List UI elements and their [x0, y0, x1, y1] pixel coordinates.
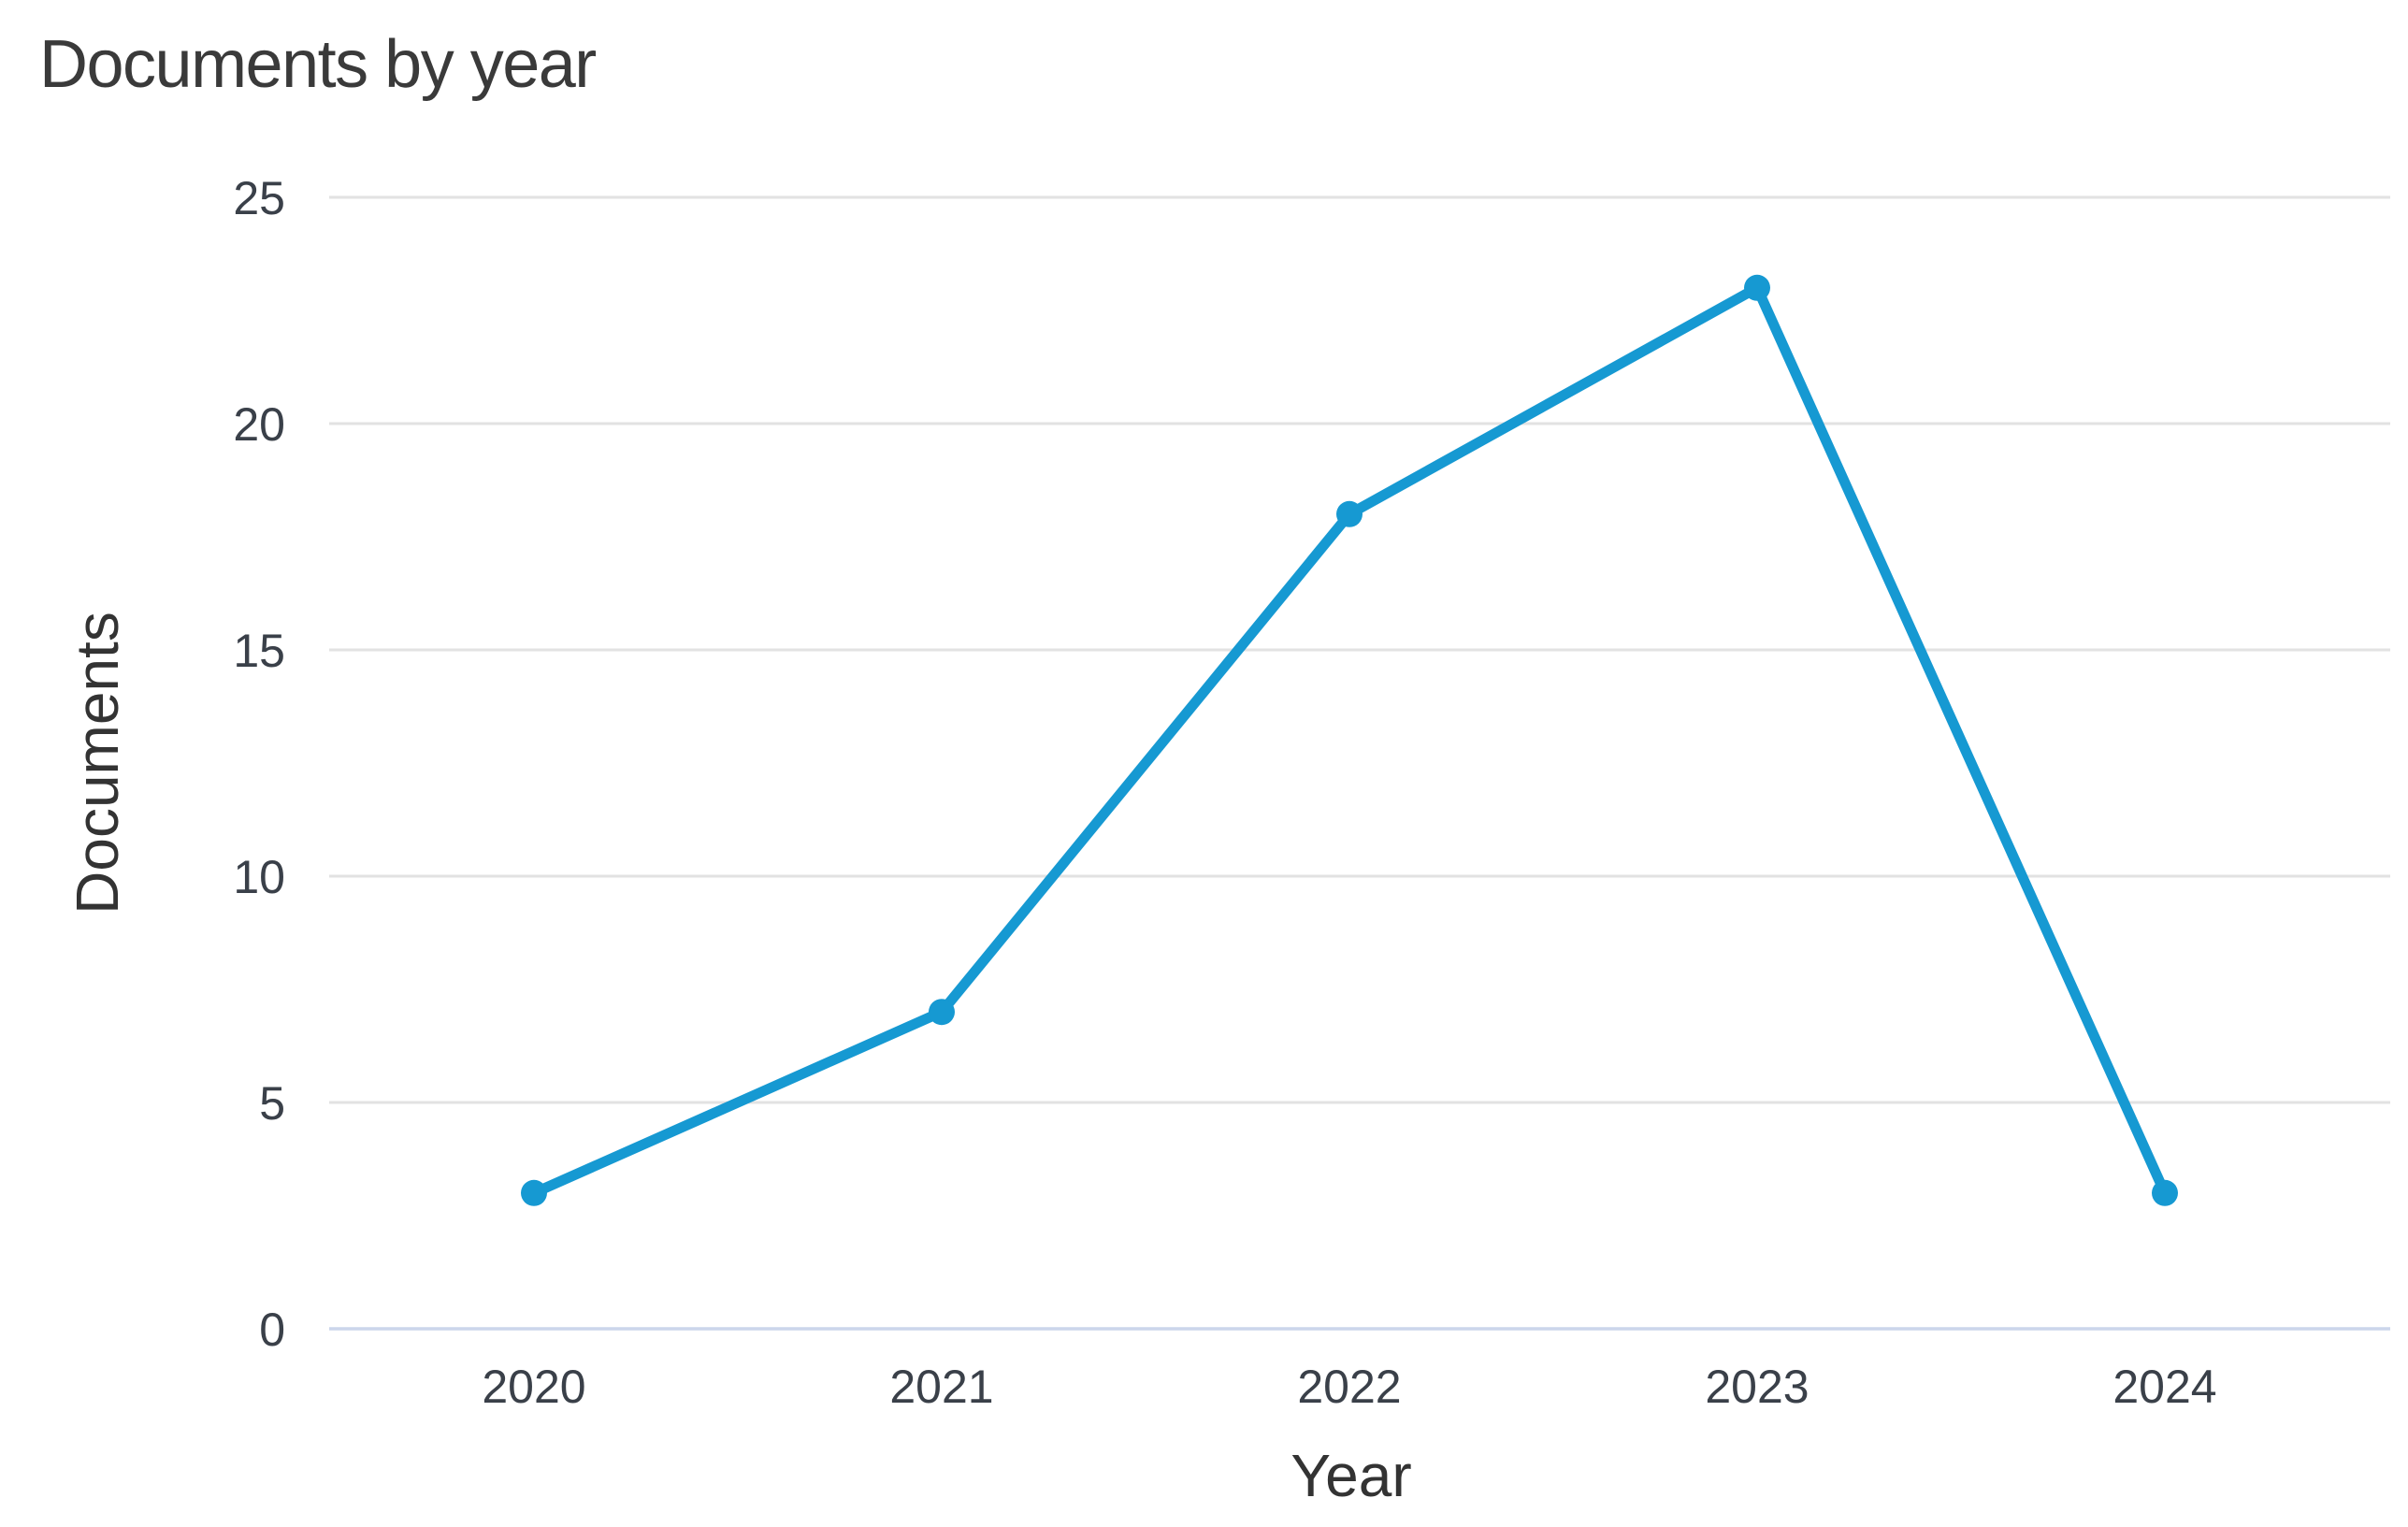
data-point-2020[interactable] [521, 1179, 547, 1206]
y-tick-label: 15 [233, 625, 285, 677]
y-tick-label: 10 [233, 851, 285, 903]
x-tick-label: 2021 [889, 1361, 993, 1413]
x-tick-label: 2022 [1297, 1361, 1401, 1413]
x-tick-label: 2020 [482, 1361, 585, 1413]
y-tick-label: 0 [259, 1304, 285, 1356]
data-point-2021[interactable] [929, 999, 955, 1026]
y-tick-label: 20 [233, 398, 285, 451]
y-tick-label: 25 [233, 172, 285, 224]
chart-title: Documents by year [39, 27, 597, 102]
data-point-2024[interactable] [2152, 1179, 2178, 1206]
x-axis-title: Year [1291, 1442, 1412, 1509]
x-tick-label: 2024 [2112, 1361, 2216, 1413]
x-tick-label: 2023 [1705, 1361, 1809, 1413]
data-point-2023[interactable] [1744, 274, 1770, 301]
data-point-2022[interactable] [1336, 500, 1363, 527]
y-tick-label: 5 [259, 1077, 285, 1130]
